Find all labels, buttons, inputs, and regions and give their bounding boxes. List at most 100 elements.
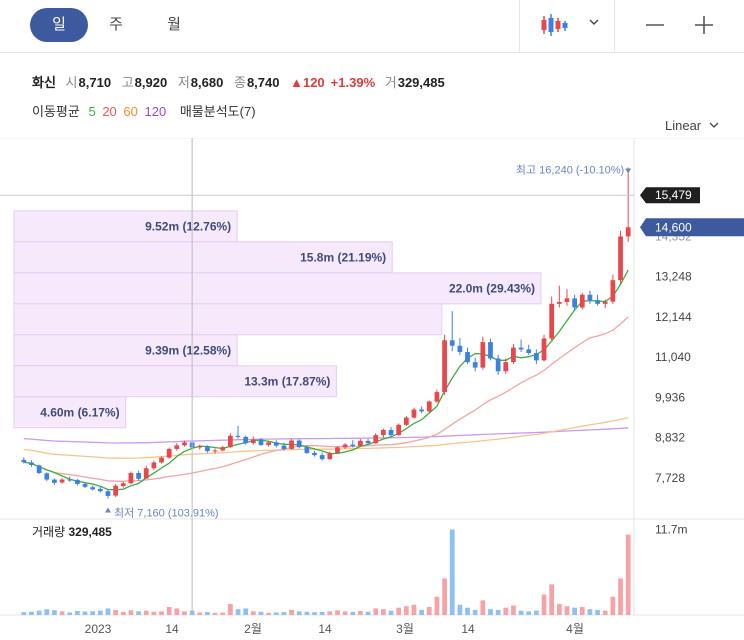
volume-bar [296, 611, 302, 615]
price-tick-label: 7,728 [655, 471, 685, 485]
volume-bar [442, 578, 447, 615]
volume-bar [457, 604, 463, 615]
candle-body [396, 424, 402, 436]
candle-body [281, 445, 287, 449]
candle-body [556, 302, 562, 304]
tab-week[interactable]: 주 [109, 16, 123, 33]
volume-bar [426, 606, 432, 615]
candle-body [235, 435, 241, 437]
volume-bar [220, 612, 226, 615]
volume-bar [235, 609, 241, 615]
volume-bar [243, 608, 249, 615]
candle-body [97, 489, 103, 492]
candle-body [159, 457, 164, 463]
change-percent: +1.39% [330, 75, 376, 90]
volume-bar [44, 609, 50, 615]
candle-body [90, 487, 96, 490]
volume-profile-bar [13, 241, 393, 274]
volume-profile-bar [13, 334, 238, 367]
candle-body [449, 340, 455, 346]
candle-body [381, 429, 386, 436]
candle-body [44, 473, 50, 480]
candle-body [434, 392, 440, 402]
candle-body [518, 347, 524, 350]
candle-body [358, 440, 363, 447]
candle-body [266, 442, 271, 445]
volume-profile-label: 15.8m (21.19%) [300, 250, 386, 264]
tab-day[interactable]: 일 [30, 8, 88, 42]
candle-body [419, 409, 424, 412]
candle-body [67, 479, 73, 481]
moving-average-label[interactable]: 이동평균 [32, 104, 80, 119]
volume-bar [518, 610, 524, 615]
volume-profile-bar [13, 303, 443, 336]
candle-body [465, 351, 470, 363]
candle-body [273, 442, 279, 446]
tab-month[interactable]: 월 [167, 16, 181, 33]
candle-body [205, 446, 210, 452]
open-label: 시 [65, 75, 78, 90]
chevron-down-icon[interactable] [588, 17, 600, 27]
volume-profile-label[interactable]: 매물분석도(7) [179, 104, 256, 119]
low-value: 8,680 [190, 75, 224, 90]
ma-60-line [23, 417, 629, 459]
volume-bar [59, 611, 65, 615]
candle-body [296, 440, 302, 448]
volume-label: 거 [384, 75, 397, 90]
candle-body [572, 298, 577, 308]
volume-bar [105, 608, 111, 615]
zoom-out-icon[interactable] [644, 14, 666, 36]
volume-bar [304, 611, 310, 615]
candle-body [243, 436, 249, 444]
volume-bar [281, 612, 287, 615]
volume-bar [610, 596, 616, 615]
volume-value: 329,485 [397, 75, 445, 90]
change-value: ▲120 [290, 75, 325, 90]
volume-bar [113, 609, 118, 615]
high-marker [625, 168, 632, 174]
volume-bar [373, 608, 379, 615]
candle-body [143, 468, 149, 479]
crosshair-price-value: 15,479 [655, 188, 692, 202]
price-tick-label: 9,936 [655, 390, 685, 404]
volume-bar [556, 604, 562, 615]
candle-body [75, 479, 80, 484]
volume-profile-label: 9.52m (12.76%) [145, 219, 231, 233]
volume-bar [587, 609, 593, 615]
volume-bar [174, 608, 180, 615]
candle-body [534, 353, 539, 361]
candlestick-type-icon[interactable] [540, 12, 568, 38]
close-value: 8,740 [246, 75, 280, 90]
volume-bar [572, 607, 577, 615]
candle-body [21, 459, 27, 463]
volume-panel-label: 거래량 329,485 [32, 525, 112, 539]
volume-bar [388, 610, 394, 615]
last-price-tag [640, 218, 744, 237]
candle-body [29, 462, 34, 465]
volume-bar [159, 611, 164, 615]
candle-body [426, 401, 432, 412]
volume-bar [358, 610, 363, 615]
stock-name: 화신 [32, 75, 56, 90]
volume-bar [205, 612, 210, 615]
candle-body [587, 294, 593, 301]
scale-mode-selector[interactable]: Linear [665, 118, 720, 133]
candle-body [335, 447, 340, 453]
candle-body [220, 447, 226, 451]
ma-20-line [23, 316, 629, 482]
scale-mode-label: Linear [665, 118, 702, 133]
ma-20: 20 [102, 104, 117, 119]
low-label: 저 [177, 75, 190, 90]
indicator-legend: 이동평균 5 20 60 120 매물분석도(7) [32, 101, 261, 120]
zoom-in-icon[interactable] [693, 14, 715, 36]
candle-body [52, 479, 57, 483]
high-annotation: 최고 16,240 (-10.10%) [516, 163, 624, 176]
candle-body [312, 452, 317, 456]
volume-bar [350, 612, 356, 615]
price-tick-label: 13,248 [655, 270, 692, 284]
ma-120: 120 [144, 104, 167, 119]
price-chart[interactable]: 9.52m (12.76%) 15.8m (21.19%) 22.0m (29.43… [0, 138, 744, 640]
candle-body [595, 300, 600, 304]
volume-bar [541, 594, 547, 615]
volume-profile-label: 9.39m (12.58%) [145, 343, 231, 357]
